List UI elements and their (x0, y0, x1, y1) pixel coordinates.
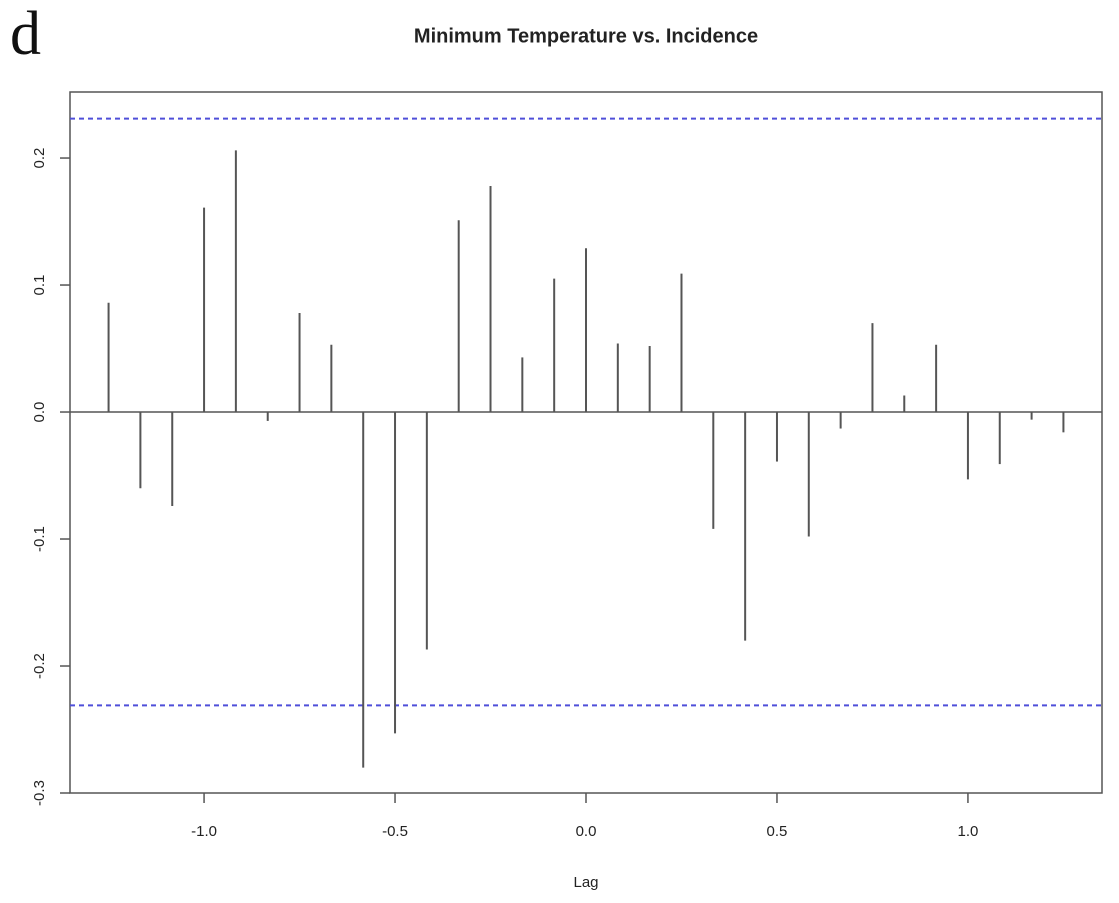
panel-label: d (10, 0, 41, 68)
x-tick-label: -1.0 (191, 823, 217, 840)
x-tick-label: 0.5 (767, 823, 788, 840)
y-tick-label: 0.2 (31, 148, 48, 169)
x-tick-label: 1.0 (958, 823, 979, 840)
y-tick-label: 0.1 (31, 275, 48, 296)
x-axis-label: Lag (573, 874, 598, 891)
x-tick-label: 0.0 (576, 823, 597, 840)
plot-frame (69, 91, 1103, 794)
y-tick-label: -0.1 (31, 526, 48, 552)
x-tick-label: -0.5 (382, 823, 408, 840)
chart-title: Minimum Temperature vs. Incidence (414, 25, 758, 47)
y-tick-label: 0.0 (31, 402, 48, 423)
y-tick-label: -0.2 (31, 653, 48, 679)
y-tick-label: -0.3 (31, 780, 48, 806)
